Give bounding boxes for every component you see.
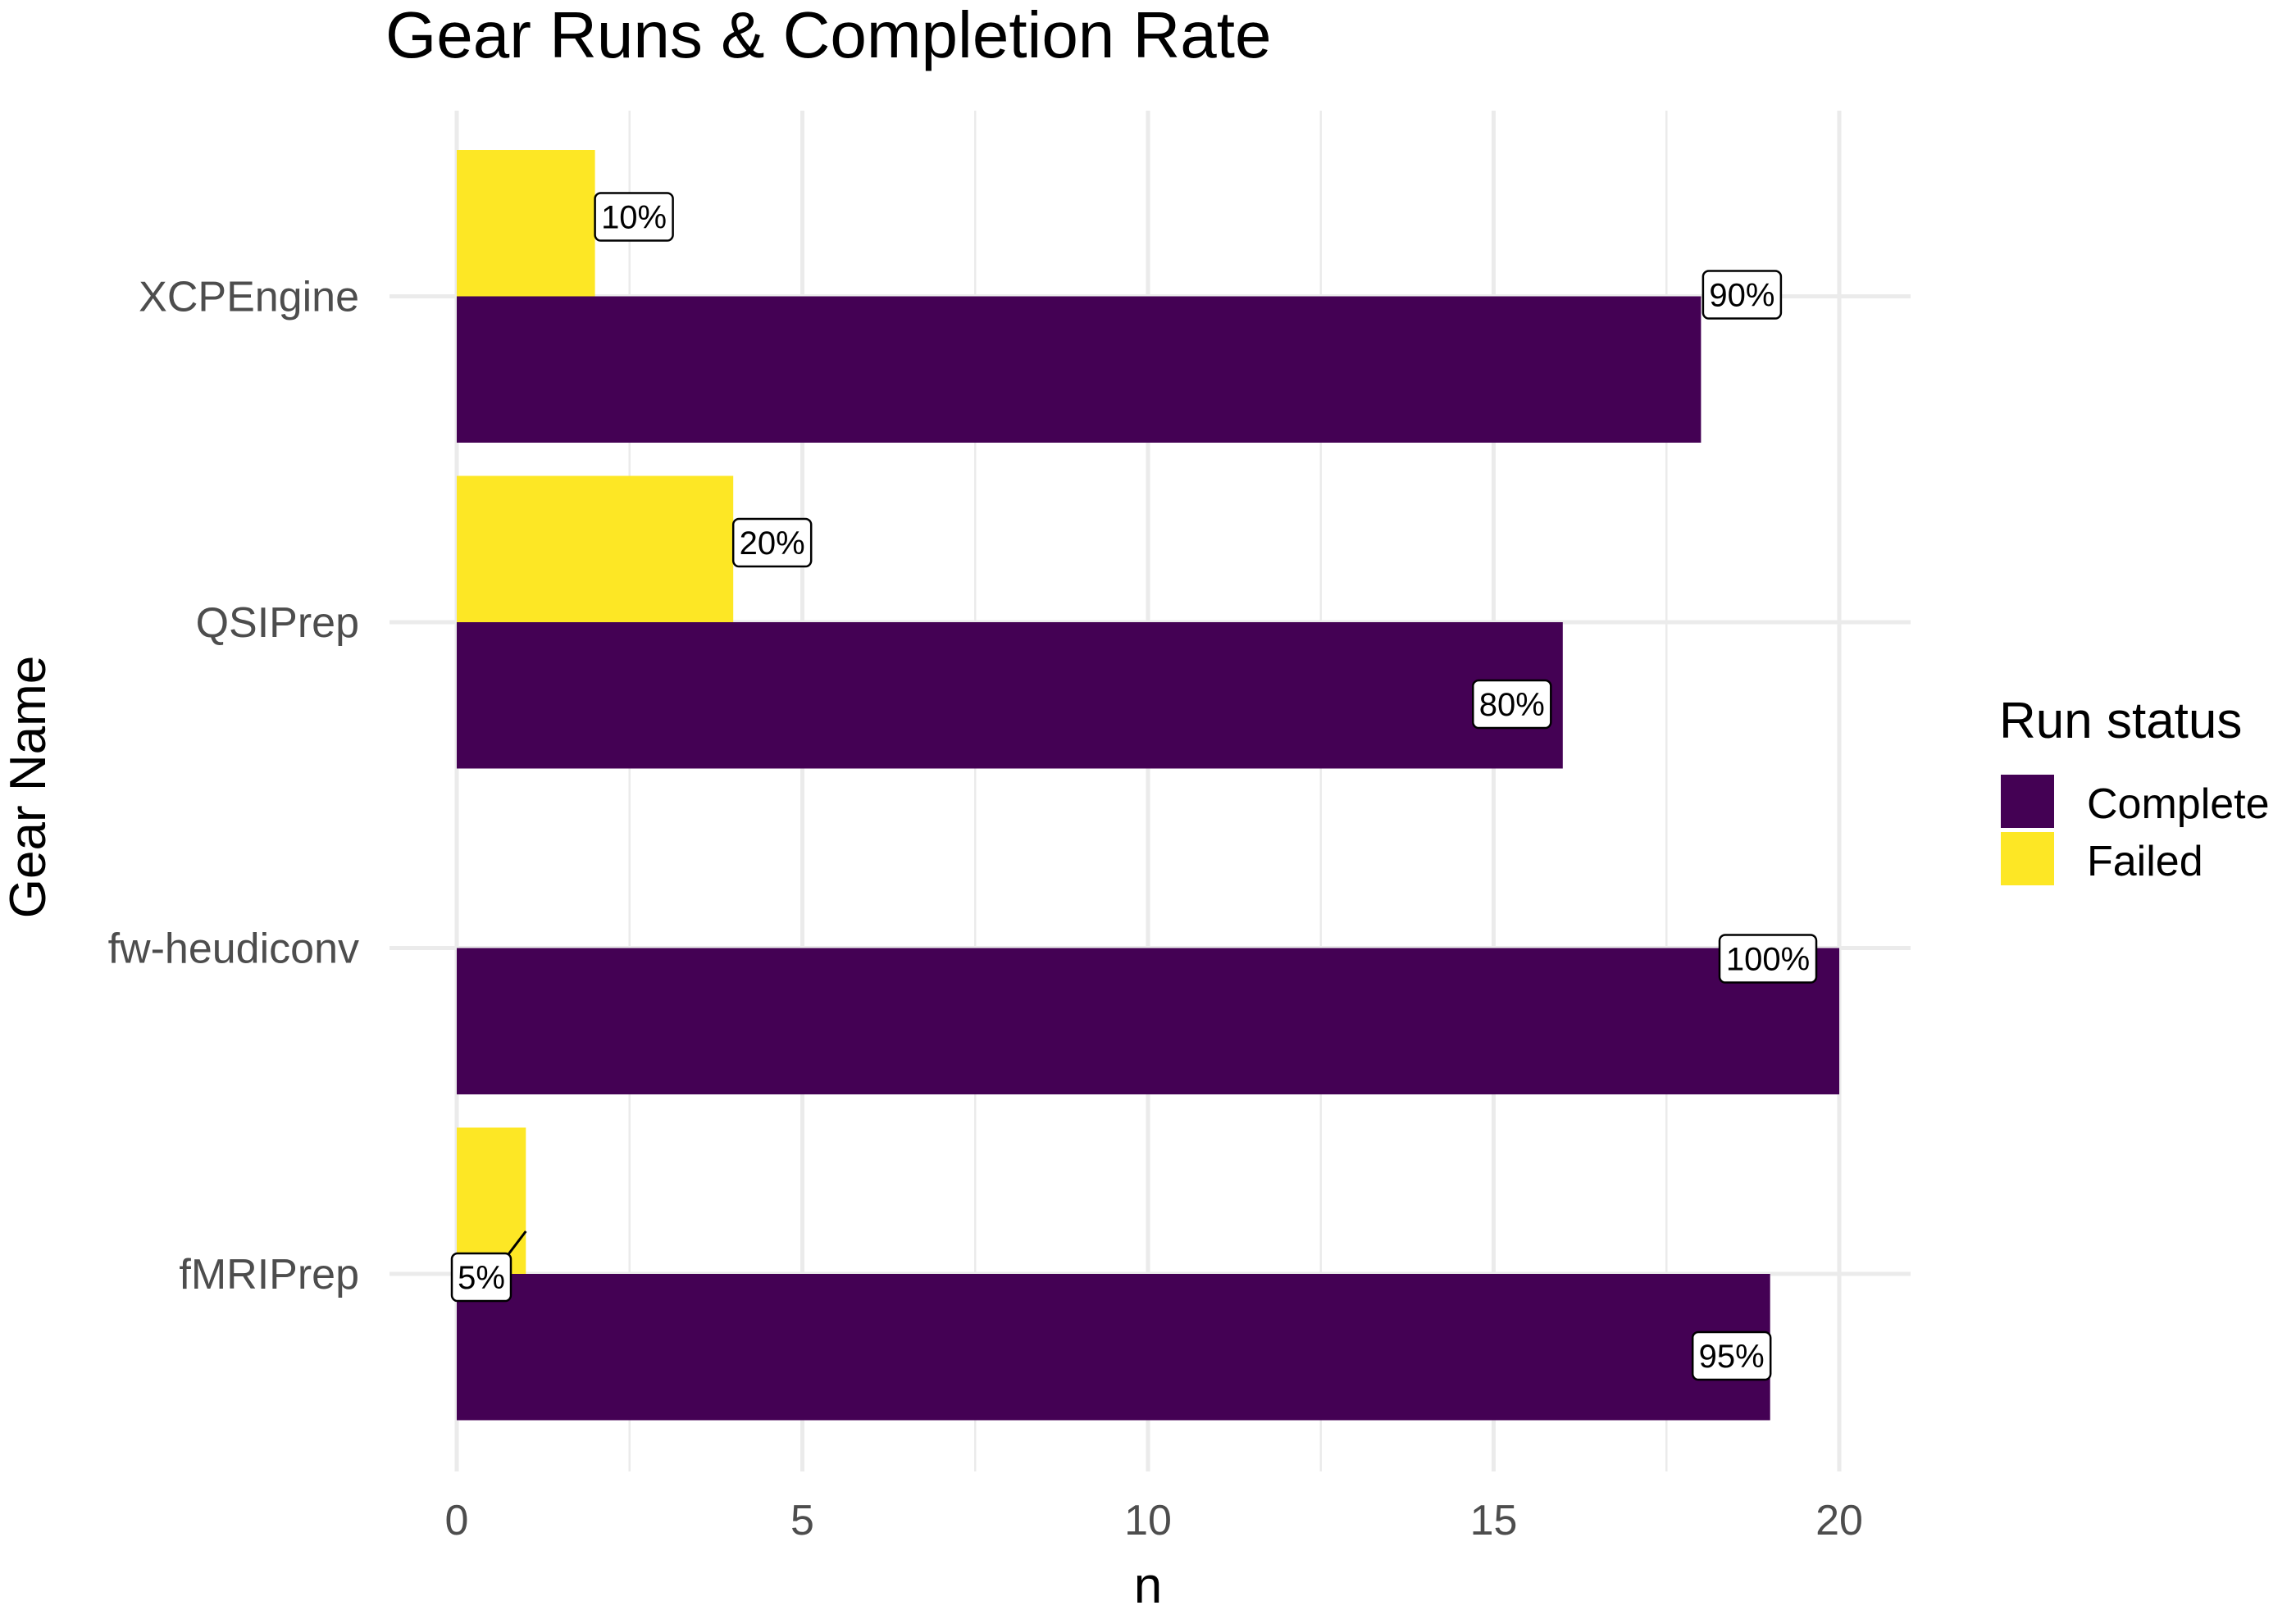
data-label-complete-XCPEngine-text: 90% [1709,278,1774,314]
label-connector [504,1230,527,1258]
data-label-failed-QSIPrep: 20% [731,517,813,568]
x-tick-label: 5 [790,1497,814,1544]
bar-failed-QSIPrep [457,475,734,622]
data-labels: 90% 10% 80% 20% 100% 95% 5% [450,192,1818,1381]
x-tick-label: 10 [1124,1497,1172,1544]
legend-key-failed [2001,832,2054,885]
data-label-complete-fw-heudiconv-text: 100% [1726,942,1810,978]
data-label-failed-XCPEngine: 10% [594,192,674,242]
y-tick-label: QSIPrep [196,599,359,647]
x-axis-title: n [1134,1558,1162,1610]
data-label-failed-XCPEngine-text: 10% [601,200,667,236]
y-axis-title: Gear Name [0,656,57,918]
y-tick-label: fw-heudiconv [108,926,359,973]
x-tick-label: 20 [1815,1497,1863,1544]
bar-complete-fMRIPrep [457,1274,1770,1421]
data-label-failed-QSIPrep-box [731,517,813,568]
legend-label-failed: Failed [2087,838,2203,885]
data-label-complete-fMRIPrep-text: 95% [1699,1339,1765,1375]
data-label-complete-XCPEngine-box [1702,270,1783,320]
data-label-failed-fMRIPrep-box [450,1252,512,1303]
bar-failed-XCPEngine [457,150,595,297]
bars [457,150,1839,1421]
x-tick-label: 0 [445,1497,469,1544]
x-tick-label: 15 [1470,1497,1518,1544]
data-label-complete-XCPEngine: 90% [1702,270,1783,320]
bar-failed-fMRIPrep [457,1127,526,1274]
y-tick-label: fMRIPrep [179,1251,359,1298]
data-label-complete-QSIPrep-box [1472,679,1552,730]
y-tick-label: XCPEngine [139,274,359,321]
bar-complete-XCPEngine [457,296,1702,443]
data-label-complete-fw-heudiconv: 100% [1718,934,1818,984]
chart-title: Gear Runs & Completion Rate [385,0,1272,71]
data-label-failed-fMRIPrep-text: 5% [458,1260,505,1296]
data-label-complete-fw-heudiconv-box [1718,934,1818,984]
legend-label-complete: Complete [2087,780,2270,828]
legend-title: Run status [1999,693,2242,749]
data-label-complete-QSIPrep: 80% [1472,679,1552,730]
data-label-failed-XCPEngine-box [594,192,674,242]
axis-ticks: XCPEngine QSIPrep fw-heudiconv fMRIPrep 0 5 10… [108,274,1863,1545]
legend: Run status Complete Failed [1999,693,2270,885]
legend-key-complete [2001,775,2054,828]
bar-complete-fw-heudiconv [457,948,1839,1094]
data-label-complete-fMRIPrep-box [1691,1330,1772,1381]
data-label-failed-fMRIPrep: 5% [450,1252,512,1303]
bar-complete-QSIPrep [457,622,1563,769]
data-label-complete-QSIPrep-text: 80% [1479,687,1545,723]
data-label-complete-fMRIPrep: 95% [1691,1330,1772,1381]
data-label-failed-QSIPrep-text: 20% [740,525,805,562]
